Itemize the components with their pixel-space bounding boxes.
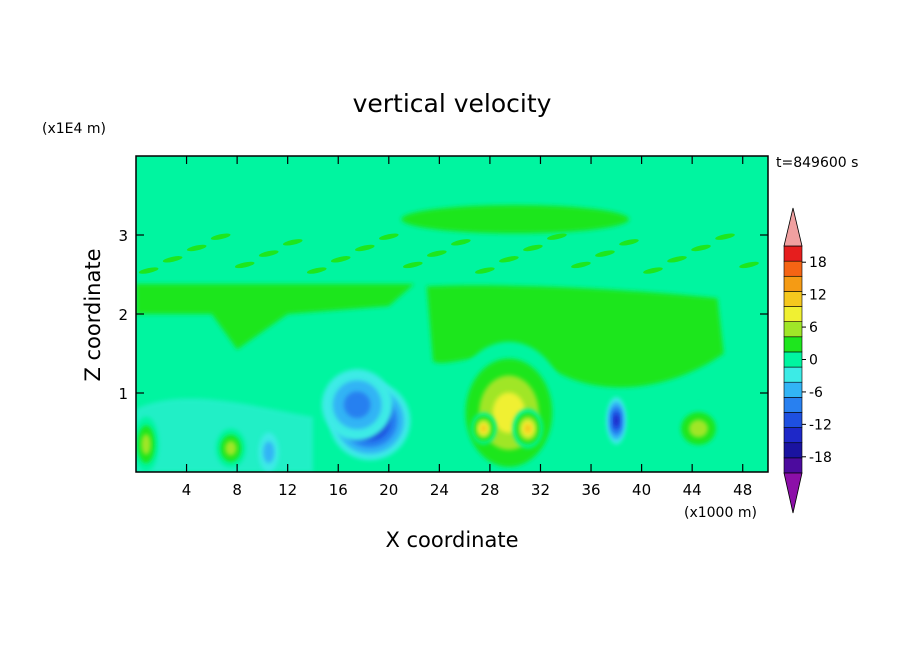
colorbar-tick-label: 12 <box>809 288 827 304</box>
contour-level <box>141 433 151 455</box>
colorbar-bin <box>783 306 803 322</box>
contour-level <box>225 440 237 456</box>
upper-layer-band-east <box>426 285 724 388</box>
colorbar-bin <box>783 275 803 292</box>
colorbar-tick-label: -12 <box>809 417 832 433</box>
chart-title: vertical velocity <box>353 89 552 118</box>
colorbar-bin <box>783 427 803 444</box>
wave-streak <box>258 250 279 257</box>
y-unit-label: (x1E4 m) <box>42 121 106 137</box>
colorbar-tick-label: 18 <box>809 255 827 271</box>
colorbar-bin <box>783 397 803 413</box>
colorbar-bin <box>783 366 803 383</box>
x-tick-label: 4 <box>182 481 192 499</box>
cloud-top-cap <box>401 204 629 234</box>
wave-streak <box>403 261 423 269</box>
wave-streak <box>691 244 711 252</box>
colorbar-bin <box>783 336 803 353</box>
x-tick-label: 24 <box>430 481 449 499</box>
x-tick-label: 36 <box>581 481 600 499</box>
x-unit-label: (x1000 m) <box>684 505 757 521</box>
wave-streak <box>138 267 159 274</box>
colorbar-over-arrow <box>783 207 803 247</box>
time-label: t=849600 s <box>776 155 858 171</box>
y-axis-label: Z coordinate <box>81 248 105 381</box>
wave-streak <box>330 256 351 263</box>
wave-streak <box>282 239 303 246</box>
wave-streak <box>162 256 183 263</box>
contour-level <box>689 419 708 438</box>
x-tick-label: 12 <box>278 481 297 499</box>
x-tick-label: 40 <box>632 481 651 499</box>
colorbar-tick-label: -6 <box>809 385 823 401</box>
wave-streak <box>667 256 687 263</box>
colorbar-bin <box>783 351 803 368</box>
wave-streak <box>571 261 591 269</box>
contour-field <box>136 156 768 472</box>
wave-streak <box>523 244 543 252</box>
wave-streak <box>475 267 495 274</box>
colorbar-tick-label: 0 <box>809 353 818 369</box>
colorbar-tick-label: 6 <box>809 320 818 336</box>
wave-streak <box>643 267 663 274</box>
colorbar-tick-label: -18 <box>809 450 832 466</box>
colorbar-bin <box>783 291 803 307</box>
x-tick-label: 8 <box>232 481 242 499</box>
wave-streak <box>715 233 735 240</box>
x-tick-label: 48 <box>733 481 752 499</box>
wave-streak <box>619 239 639 246</box>
wave-streak <box>234 261 255 269</box>
colorbar: -18 -12 -6 0 6 12 18 <box>783 207 832 514</box>
wave-streak <box>186 244 207 252</box>
wave-streak <box>739 261 759 269</box>
wave-streak <box>547 233 567 240</box>
y-tick-label: 3 <box>118 227 128 245</box>
y-tick-label: 2 <box>118 306 128 324</box>
wave-streak <box>595 250 615 257</box>
colorbar-bin <box>783 412 803 428</box>
colorbar-bin <box>783 260 803 277</box>
colorbar-bin <box>783 381 803 398</box>
contour-level <box>524 423 532 434</box>
contour-level <box>263 441 275 464</box>
wave-streak <box>306 267 327 274</box>
colorbar-bin <box>783 457 803 474</box>
wave-streak <box>379 233 399 240</box>
contour-level <box>480 424 487 433</box>
wave-streak <box>427 250 447 257</box>
x-tick-label: 16 <box>329 481 348 499</box>
x-axis-label: X coordinate <box>385 528 518 552</box>
wave-streak <box>210 233 231 240</box>
wave-streak <box>451 239 471 246</box>
colorbar-bin <box>783 245 803 262</box>
contour-level <box>343 391 371 419</box>
y-tick-label: 1 <box>118 385 128 403</box>
contour-level <box>613 415 619 427</box>
x-tick-label: 32 <box>531 481 550 499</box>
x-tick-label: 28 <box>480 481 499 499</box>
x-tick-label: 44 <box>683 481 702 499</box>
x-tick-label: 20 <box>379 481 398 499</box>
wave-streak <box>499 256 519 263</box>
upper-layer-band <box>136 283 415 350</box>
colorbar-under-arrow <box>783 472 803 514</box>
colorbar-bin <box>783 442 803 459</box>
colorbar-bin <box>783 321 803 338</box>
wave-streak <box>354 244 375 252</box>
